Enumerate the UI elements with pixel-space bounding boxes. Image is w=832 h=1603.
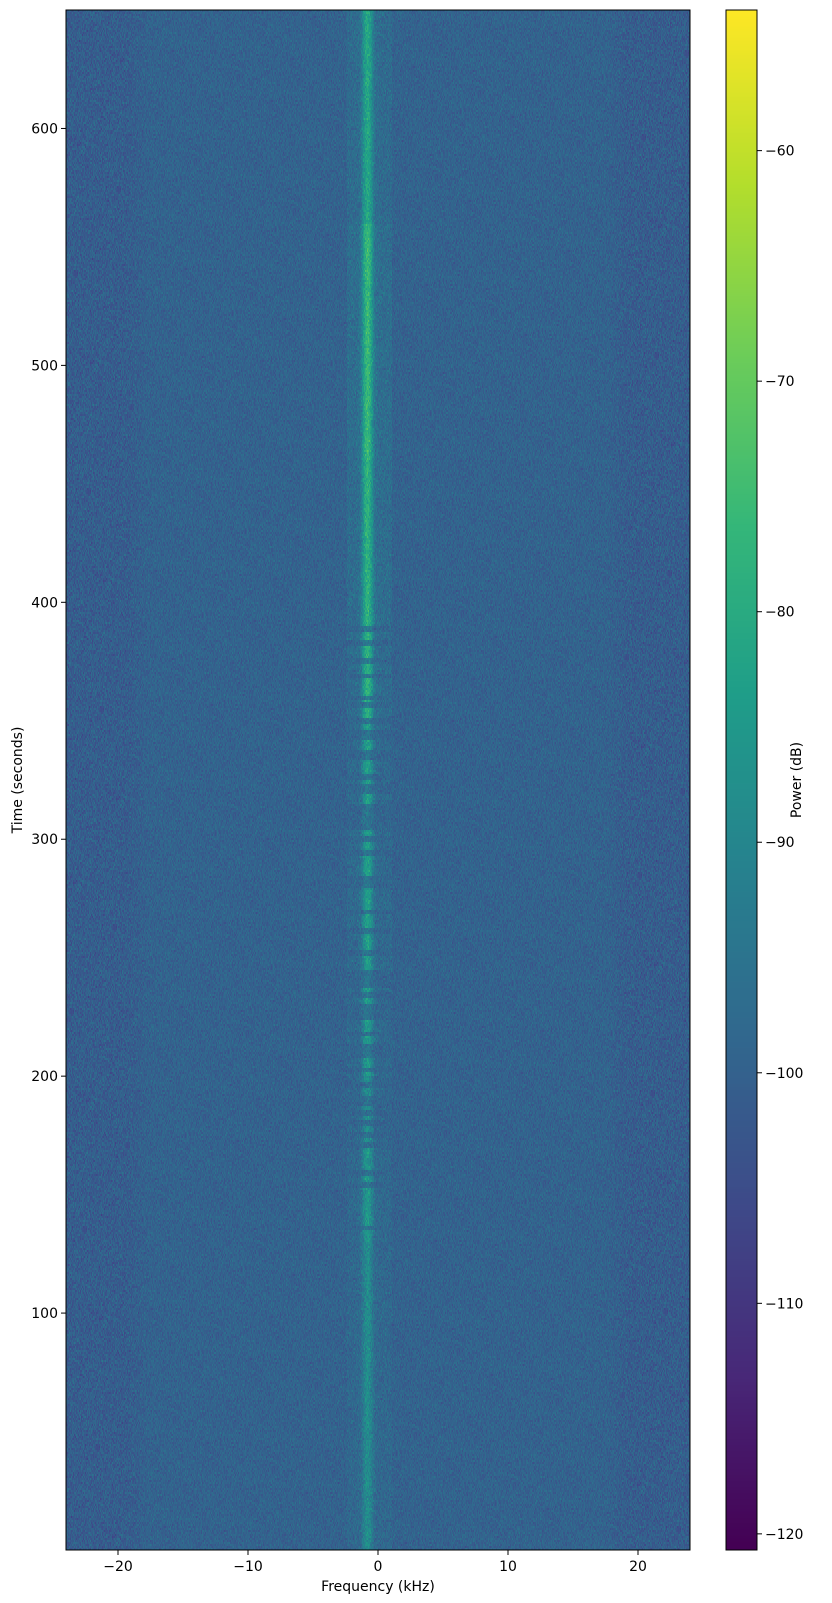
y-axis-label: Time (seconds) (10, 727, 26, 835)
y-tick-label: 300 (31, 832, 58, 848)
x-tick-label: 0 (374, 1559, 383, 1575)
colorbar-tick-label: −80 (765, 605, 795, 621)
plot-frame (65, 9, 691, 1551)
x-tick-label: −20 (103, 1559, 133, 1575)
colorbar-tick-label: −110 (765, 1296, 803, 1312)
x-tick-label: 10 (499, 1559, 517, 1575)
colorbar-gradient (726, 10, 757, 1550)
x-tick-label: −10 (233, 1559, 263, 1575)
colorbar-label: Power (dB) (789, 742, 805, 818)
x-axis-label: Frequency (kHz) (321, 1579, 435, 1595)
y-tick-label: 600 (31, 121, 58, 137)
y-tick-label: 200 (31, 1069, 58, 1085)
colorbar-tick-label: −120 (765, 1527, 803, 1543)
colorbar-tick-label: −90 (765, 835, 795, 851)
y-tick-label: 500 (31, 358, 58, 374)
colorbar-frame (725, 9, 758, 1551)
spectrogram-image (66, 10, 690, 1550)
y-tick-label: 100 (31, 1306, 58, 1322)
colorbar-tick-label: −60 (765, 144, 795, 160)
x-tick-label: 20 (629, 1559, 647, 1575)
y-tick-label: 400 (31, 595, 58, 611)
colorbar-tick-label: −70 (765, 374, 795, 390)
colorbar-tick-label: −100 (765, 1066, 803, 1082)
